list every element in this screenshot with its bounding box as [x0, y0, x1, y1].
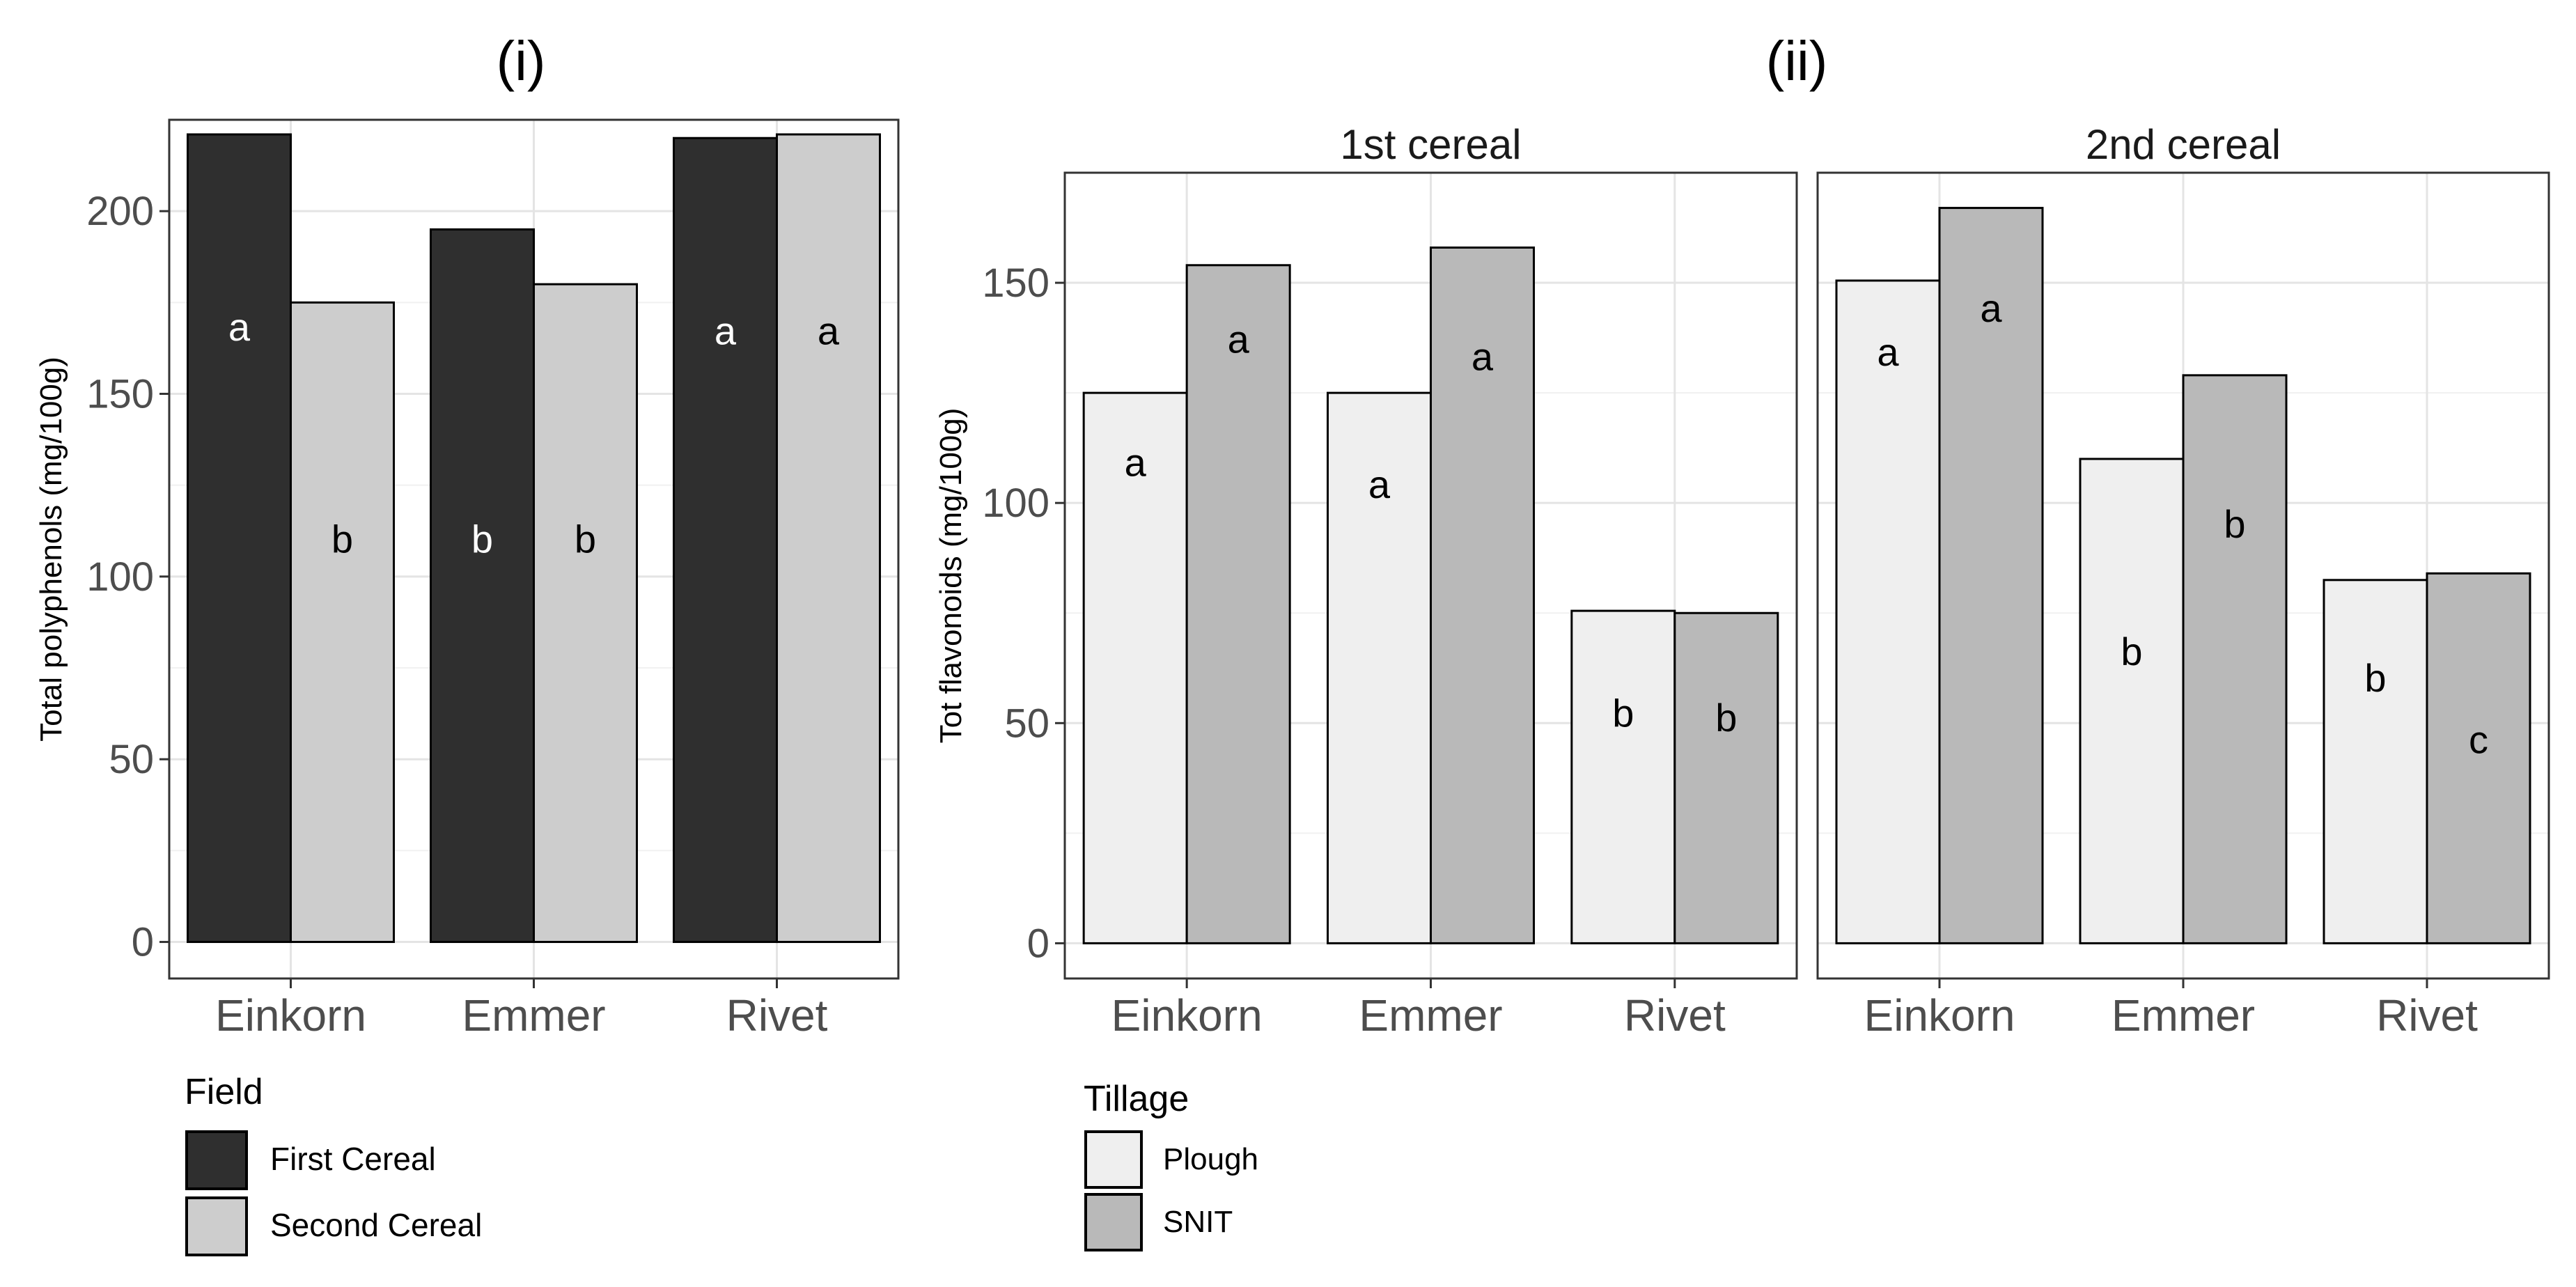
- panel-border: [168, 118, 900, 980]
- y-axis-label: Tot flavonoids (mg/100g): [934, 408, 968, 744]
- bar-letter: a: [1877, 330, 1899, 374]
- x-tick-label: Emmer: [1359, 990, 1502, 1040]
- bar: [2426, 572, 2531, 944]
- legend-swatch: [185, 1130, 248, 1190]
- facet-title: 1st cereal: [1340, 121, 1521, 168]
- y-tick-label: 50: [109, 737, 154, 782]
- legend-title: Field: [185, 1072, 263, 1112]
- x-tick-label: Einkorn: [215, 990, 366, 1040]
- bar: [1327, 391, 1432, 944]
- bar: [1082, 391, 1188, 944]
- y-tick-label: 50: [1004, 701, 1049, 746]
- legend-swatch: [1084, 1193, 1143, 1251]
- bar: [776, 133, 881, 944]
- panel-label: (i): [496, 30, 545, 92]
- panel-border: [1816, 171, 2550, 980]
- bar: [673, 136, 778, 944]
- bar-letter: b: [2364, 656, 2386, 700]
- bar: [1185, 264, 1291, 944]
- legend-title: Tillage: [1084, 1079, 1189, 1119]
- chart-flavonoids: (ii) 1st cereal a a Einkorn a a Emmer b b Rivet 2nd…: [934, 30, 2550, 1251]
- y-tick-label: 100: [982, 481, 1049, 526]
- x-tick-label: Emmer: [462, 990, 605, 1040]
- x-tick-label: Rivet: [726, 990, 828, 1040]
- bar-letter: c: [2469, 718, 2488, 762]
- bar: [1570, 609, 1676, 944]
- legend-label: First Cereal: [270, 1141, 436, 1177]
- bar: [533, 283, 638, 944]
- bar: [1938, 207, 2044, 944]
- x-tick-label: Einkorn: [1864, 990, 2015, 1040]
- bar-letter: b: [575, 517, 596, 561]
- bar-letter: a: [818, 309, 840, 352]
- legend-swatch: [185, 1196, 248, 1256]
- y-tick-label: 150: [86, 372, 154, 417]
- bar: [1430, 246, 1535, 944]
- bar-letter: a: [1472, 335, 1494, 379]
- bar: [1835, 279, 1941, 944]
- panel-label: (ii): [1766, 30, 1828, 92]
- facet-title: 2nd cereal: [2086, 121, 2281, 168]
- bar-letter: a: [1368, 462, 1391, 506]
- bar: [430, 228, 535, 944]
- y-tick-label: 200: [86, 189, 154, 234]
- bar: [2182, 374, 2288, 944]
- legend-label: SNIT: [1163, 1205, 1233, 1239]
- bar-letter: b: [1715, 696, 1737, 740]
- bar-letter: b: [331, 517, 353, 561]
- y-tick-label: 0: [1027, 921, 1049, 966]
- y-tick-label: 150: [982, 260, 1049, 306]
- x-tick-label: Einkorn: [1111, 990, 1263, 1040]
- bar-letter: a: [715, 309, 737, 352]
- bar-letter: b: [1612, 692, 1634, 735]
- legend-label: Plough: [1163, 1142, 1258, 1176]
- bar-letter: b: [2224, 502, 2245, 546]
- bar: [2079, 458, 2185, 944]
- x-tick-label: Emmer: [2111, 990, 2255, 1040]
- bar-letter: a: [1980, 286, 2002, 330]
- bar: [187, 133, 292, 944]
- bar-letter: a: [1228, 317, 1250, 361]
- bar-letter: a: [1125, 440, 1147, 484]
- y-tick-label: 0: [132, 920, 154, 965]
- bar-letter: b: [471, 517, 493, 561]
- legend-label: Second Cereal: [270, 1207, 482, 1243]
- bar: [1673, 611, 1779, 944]
- chart-polyphenols: (i) 0 50 100 150 200 a b Einkorn b b Emmer a a Rivet To…: [34, 30, 900, 1256]
- bar-letter: a: [228, 305, 251, 349]
- y-tick-label: 100: [86, 554, 154, 600]
- bar: [2323, 579, 2428, 944]
- legend-swatch: [1084, 1130, 1143, 1189]
- bar-letter: b: [2121, 630, 2142, 673]
- y-axis-label: Total polyphenols (mg/100g): [34, 357, 68, 742]
- bar: [290, 301, 395, 944]
- x-tick-label: Rivet: [2376, 990, 2478, 1040]
- panel-border: [1063, 171, 1798, 980]
- x-tick-label: Rivet: [1624, 990, 1726, 1040]
